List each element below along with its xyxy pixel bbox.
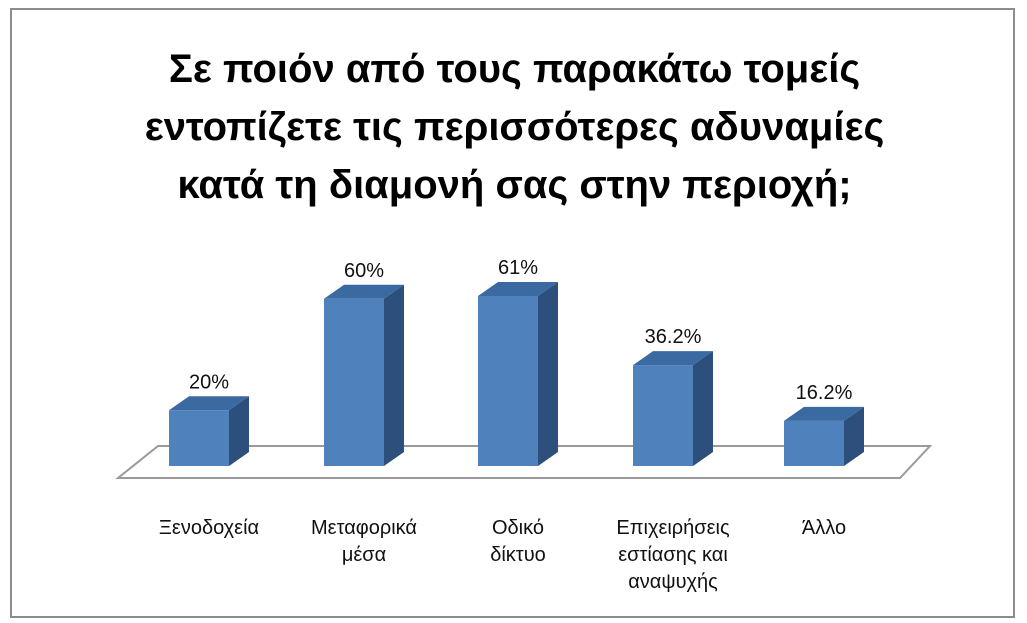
bar (169, 410, 229, 466)
category-label: Μεταφορικά (311, 517, 417, 539)
category-label: δίκτυο (490, 544, 546, 566)
data-label: 36.2% (645, 326, 702, 348)
bar-side (538, 282, 558, 466)
bar-top (324, 284, 404, 299)
category-label: Επιχειρήσεις (616, 517, 730, 539)
data-label: 60% (344, 260, 384, 282)
category-label: αναψυχής (628, 571, 718, 593)
category-label: Ξενοδοχεία (159, 517, 259, 539)
chart-title: Σε ποιόν από τους παρακάτω τομείς εντοπί… (12, 40, 1017, 214)
bar-top (784, 406, 864, 421)
bar-side (229, 396, 249, 466)
bar-top (633, 351, 713, 366)
bar-side (384, 284, 404, 466)
chart-title-line: κατά τη διαμονή σας στην περιοχή; (177, 163, 852, 207)
chart-plot: 20% Ξενοδοχεία 60% Μεταφορικά μέσα 61% Οδικό δί… (115, 257, 933, 593)
bar (324, 298, 384, 466)
chart-title-line: εντοπίζετε τις περισσότερες αδυναμίες (144, 105, 885, 149)
bar (478, 296, 538, 466)
bar-top (169, 396, 249, 411)
category-label: μέσα (342, 544, 386, 566)
chart-floor (115, 445, 933, 479)
bar-side (693, 351, 713, 466)
category-label: εστίασης και (618, 544, 728, 566)
data-label: 20% (189, 371, 229, 393)
data-label: 16.2% (796, 382, 853, 404)
bar-top (478, 282, 558, 296)
bar (633, 365, 693, 466)
data-label: 61% (498, 257, 538, 279)
bar-side (844, 406, 864, 466)
category-label: Άλλο (802, 517, 846, 539)
chart-frame: Σε ποιόν από τους παρακάτω τομείς εντοπί… (10, 8, 1015, 618)
category-label: Οδικό (492, 517, 544, 539)
bar (784, 420, 844, 466)
chart-title-line: Σε ποιόν από τους παρακάτω τομείς (168, 47, 861, 91)
